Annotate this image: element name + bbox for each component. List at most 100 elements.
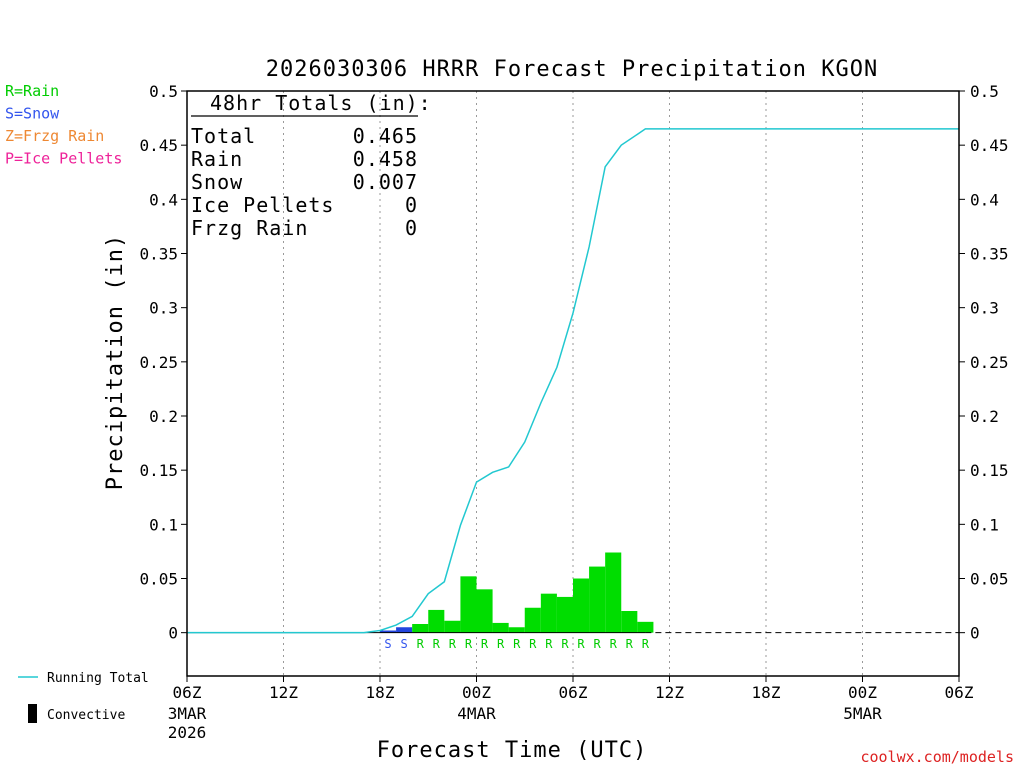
ptype-label: R — [497, 637, 505, 651]
totals-row-label: Ice Pellets — [191, 193, 334, 217]
precip-bar — [412, 624, 429, 633]
x-axis-title: Forecast Time (UTC) — [377, 738, 648, 763]
ptype-legend-item: Z=Frzg Rain — [5, 127, 104, 145]
ptype-legend-item: R=Rain — [5, 82, 59, 100]
x-tick-date: 5MAR — [843, 704, 882, 723]
x-tick-label: 18Z — [752, 683, 781, 702]
y-tick-label-right: 0.15 — [970, 461, 1009, 480]
precip-bar — [492, 622, 509, 633]
ptype-label: R — [545, 637, 553, 651]
ptype-label: R — [433, 637, 441, 651]
totals-row-value: 0.458 — [353, 147, 418, 171]
precip-bar — [524, 607, 541, 633]
precip-bar — [621, 611, 638, 633]
y-tick-label-right: 0 — [970, 624, 980, 643]
ptype-label: R — [481, 637, 489, 651]
y-tick-label-left: 0 — [168, 624, 178, 643]
y-tick-label-left: 0.25 — [139, 353, 178, 372]
x-tick-label: 00Z — [848, 683, 877, 702]
ptype-label: R — [529, 637, 537, 651]
totals-row-value: 0 — [405, 216, 418, 240]
precip-bar — [396, 627, 413, 633]
x-tick-label: 06Z — [559, 683, 588, 702]
x-tick-label: 00Z — [462, 683, 491, 702]
y-tick-label-left: 0.2 — [149, 407, 178, 426]
totals-row-value: 0 — [405, 193, 418, 217]
running-total-legend-label: Running Total — [47, 671, 149, 686]
y-axis-title: Precipitation (in) — [103, 234, 128, 490]
ptype-label: R — [417, 637, 425, 651]
ptype-legend-item: S=Snow — [5, 105, 60, 123]
precip-bar — [573, 578, 590, 633]
y-tick-label-right: 0.25 — [970, 353, 1009, 372]
ptype-label: R — [610, 637, 618, 651]
y-tick-label-left: 0.4 — [149, 190, 178, 209]
x-tick-date: 3MAR — [168, 704, 207, 723]
y-tick-label-right: 0.5 — [970, 82, 999, 101]
y-tick-label-right: 0.35 — [970, 245, 1009, 264]
bottom-legend: Running Total Convective — [18, 671, 149, 723]
ptype-label: R — [465, 637, 473, 651]
x-tick-label: 12Z — [269, 683, 298, 702]
ptype-label: R — [561, 637, 569, 651]
credit-text: coolwx.com/models — [860, 748, 1014, 766]
chart-title: 2026030306 HRRR Forecast Precipitation K… — [266, 57, 879, 82]
y-axis-title-wrap: Precipitation (in) — [103, 234, 128, 490]
precip-bar — [380, 630, 397, 633]
x-tick-date: 4MAR — [457, 704, 496, 723]
ptype-label: R — [642, 637, 650, 651]
totals-row-label: Rain — [191, 147, 243, 171]
y-ticks-left: 0 0.05 0.1 0.15 0.2 0.25 0.3 0.35 0.4 0.45 0.5 — [139, 82, 187, 643]
totals-row-label: Frzg Rain — [191, 216, 308, 240]
totals-box: 48hr Totals (in): Total 0.465 Rain 0.458 Sno… — [191, 91, 432, 240]
precip-bar — [460, 576, 477, 633]
y-tick-label-left: 0.15 — [139, 461, 178, 480]
totals-row-label: Total — [191, 124, 256, 148]
totals-row-value: 0.465 — [353, 124, 418, 148]
y-tick-label-left: 0.45 — [139, 136, 178, 155]
precip-bar — [540, 593, 557, 633]
x-tick-label: 18Z — [366, 683, 395, 702]
ptype-label: R — [626, 637, 634, 651]
y-ticks-right: 0 0.05 0.1 0.15 0.2 0.25 0.3 0.35 0.4 0.45 0.5 — [959, 82, 1009, 643]
y-tick-label-right: 0.45 — [970, 136, 1009, 155]
y-tick-label-right: 0.2 — [970, 407, 999, 426]
y-tick-label-right: 0.1 — [970, 515, 999, 534]
ptype-label: S — [401, 637, 408, 651]
ptype-label: R — [594, 637, 602, 651]
convective-legend-swatch — [28, 704, 37, 723]
precip-bar — [508, 627, 525, 633]
ptype-legend: R=Rain S=Snow Z=Frzg Rain P=Ice Pellets — [5, 82, 122, 168]
running-total-group — [187, 128, 959, 634]
x-tick-year: 2026 — [168, 723, 207, 742]
precip-bar — [444, 620, 461, 633]
totals-header: 48hr Totals (in): — [210, 91, 432, 115]
totals-row-label: Snow — [191, 170, 243, 194]
x-tick-label: 06Z — [173, 683, 202, 702]
ptype-label: S — [384, 637, 391, 651]
ptype-label: R — [577, 637, 585, 651]
x-tick-label: 12Z — [655, 683, 684, 702]
precip-bar — [605, 552, 622, 633]
bar-group — [380, 552, 654, 633]
precip-bar — [637, 621, 654, 633]
ptype-label: R — [513, 637, 521, 651]
y-tick-label-left: 0.1 — [149, 515, 178, 534]
y-tick-label-left: 0.05 — [139, 570, 178, 589]
y-tick-label-right: 0.3 — [970, 299, 999, 318]
running-total-line — [187, 128, 959, 634]
y-tick-label-left: 0.3 — [149, 299, 178, 318]
convective-legend-label: Convective — [47, 708, 125, 723]
y-tick-label-right: 0.05 — [970, 570, 1009, 589]
ptype-legend-item: P=Ice Pellets — [5, 150, 122, 168]
y-tick-label-left: 0.5 — [149, 82, 178, 101]
y-tick-label-left: 0.35 — [139, 245, 178, 264]
ptype-label: R — [449, 637, 457, 651]
precip-bar — [556, 596, 573, 633]
precip-bar — [428, 609, 445, 633]
x-tick-label: 06Z — [945, 683, 974, 702]
y-tick-label-right: 0.4 — [970, 190, 999, 209]
precip-bar — [476, 589, 493, 633]
